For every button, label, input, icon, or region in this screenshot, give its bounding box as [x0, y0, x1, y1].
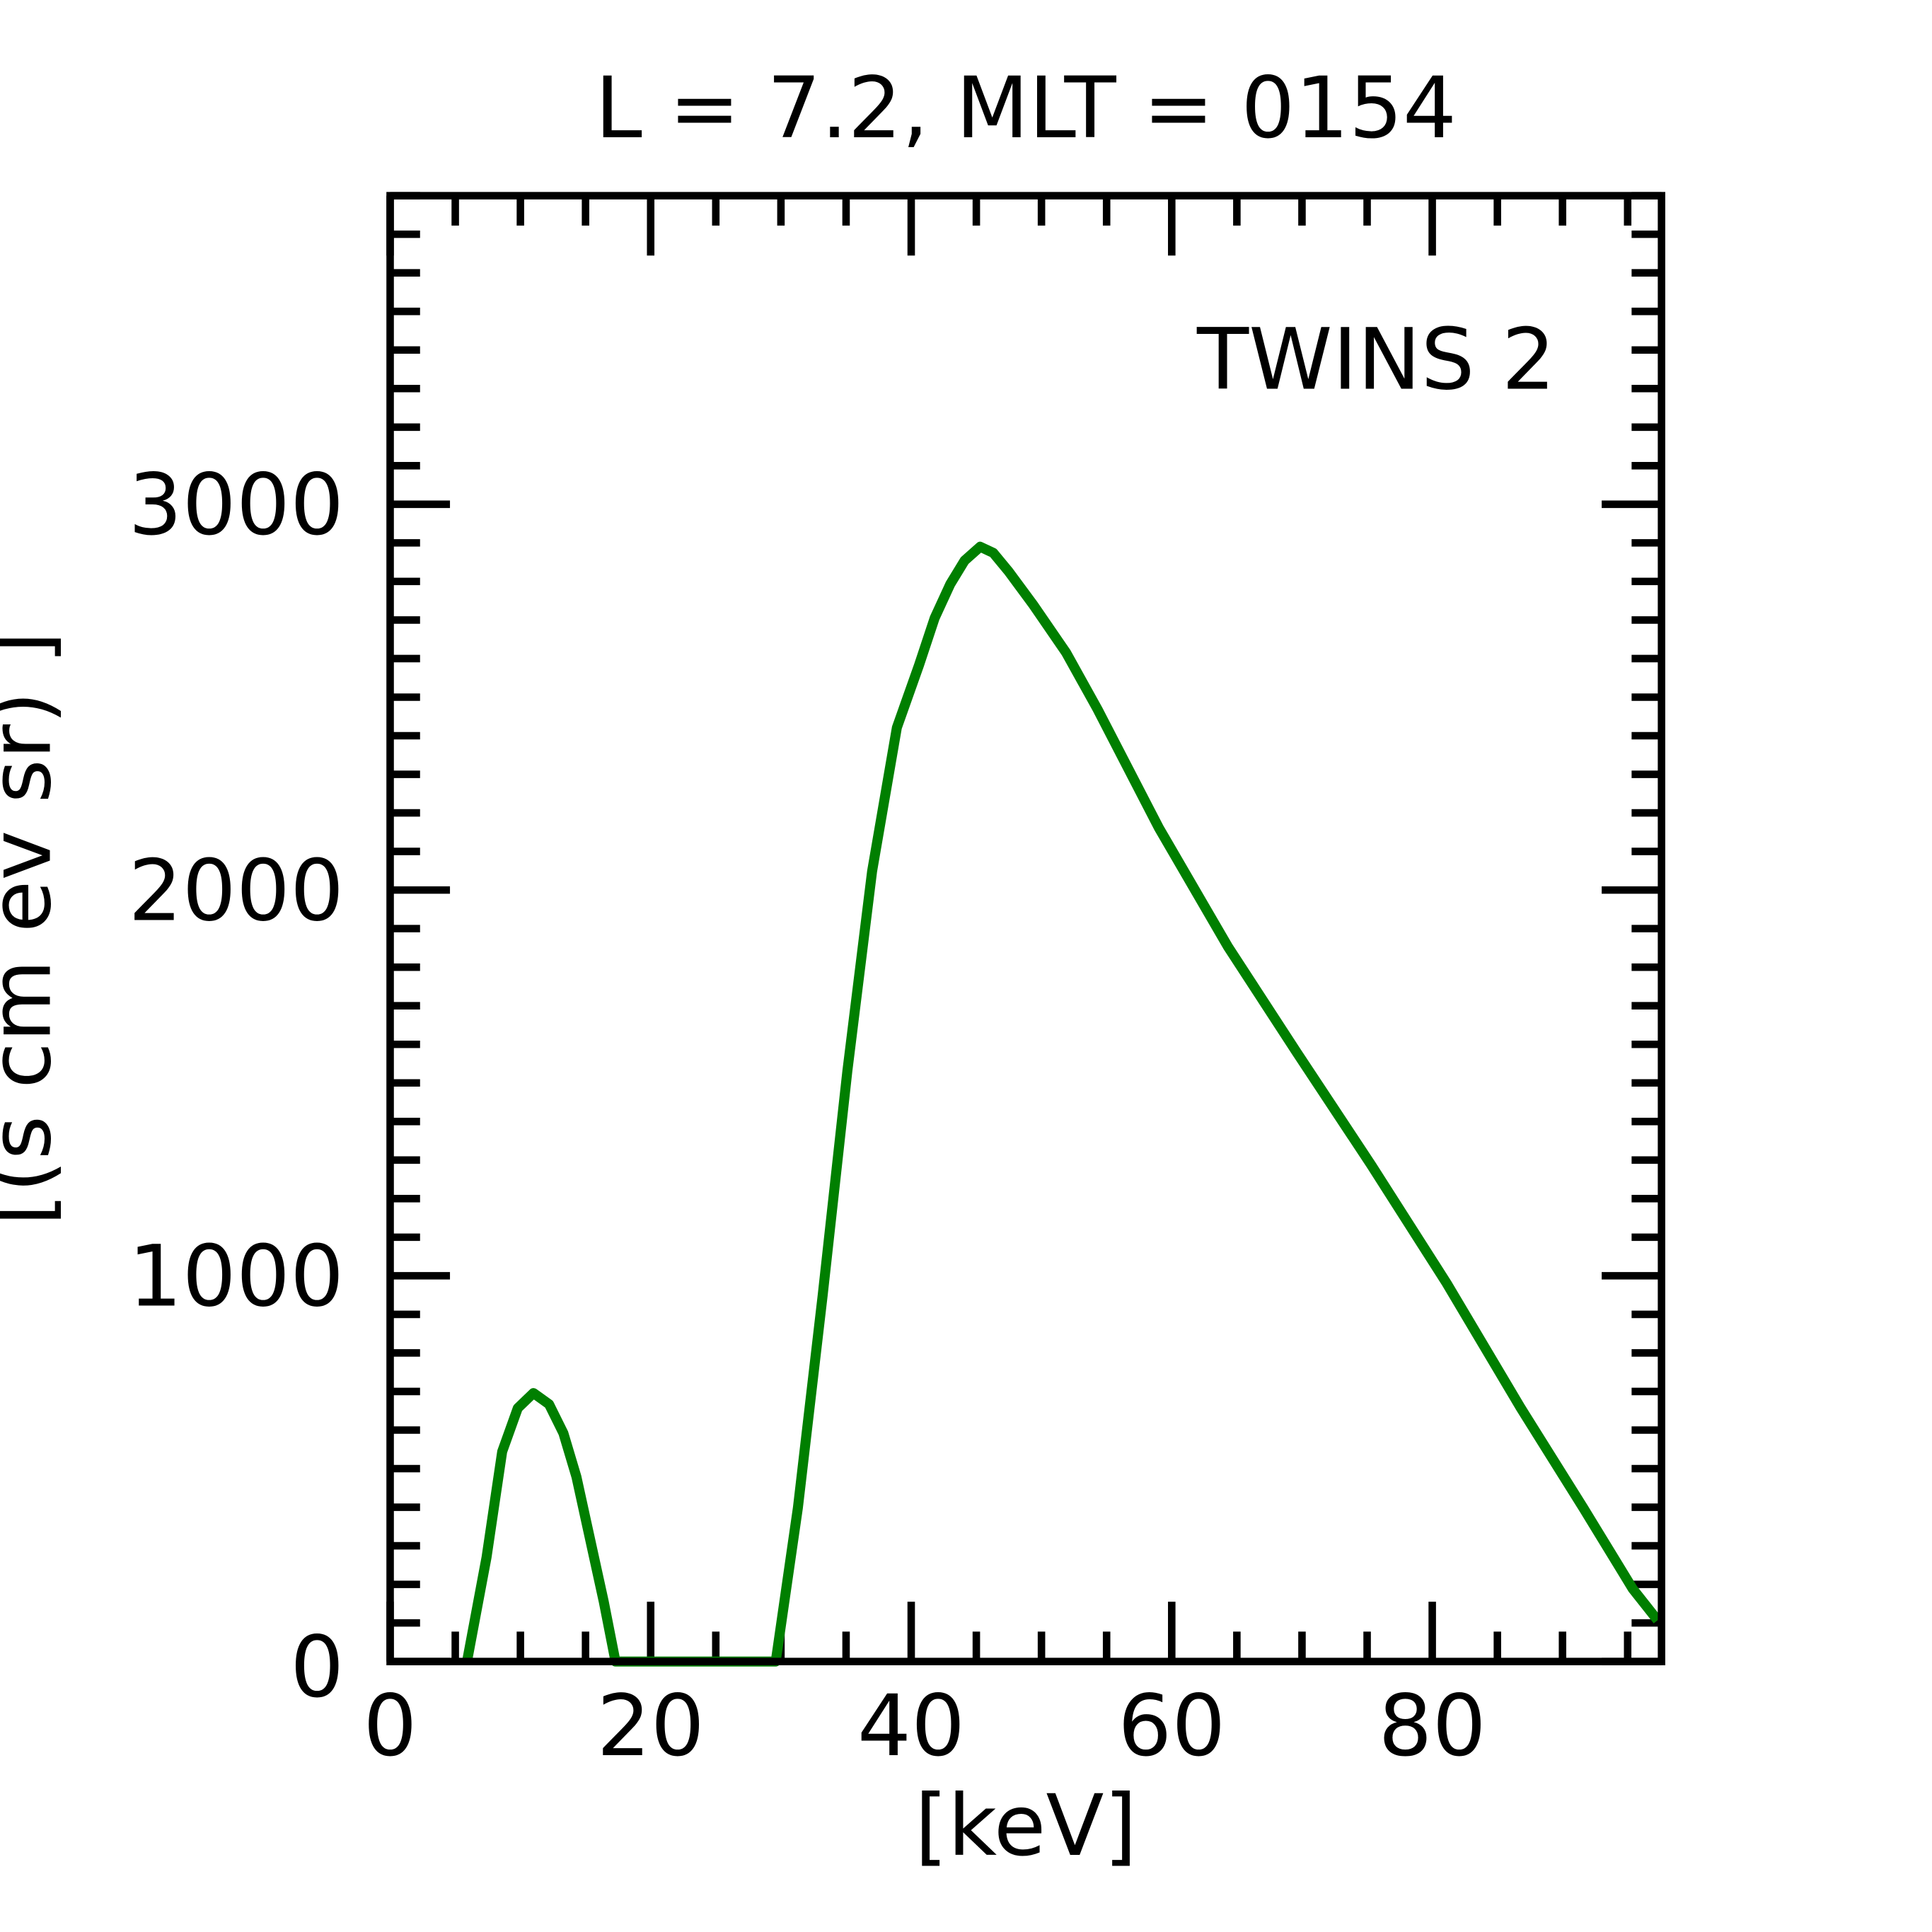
x-tick-label: 20: [597, 1677, 705, 1776]
x-tick-label: 80: [1378, 1677, 1486, 1776]
y-tick-label: 1000: [128, 1228, 344, 1326]
x-axis-label: [keV]: [915, 1777, 1137, 1875]
y-tick-label: 2000: [128, 842, 344, 940]
x-tick-label: 60: [1118, 1677, 1225, 1776]
legend-label: TWINS 2: [1196, 311, 1556, 410]
chart-title: L = 7.2, MLT = 0154: [595, 59, 1457, 158]
series-line-twins-2: [462, 541, 1662, 1667]
plot-frame: [386, 192, 1665, 1665]
y-tick-label: 3000: [128, 456, 344, 555]
x-tick-label: 0: [363, 1677, 417, 1776]
y-tick-label: 0: [290, 1619, 344, 1717]
axis-ticks: [386, 192, 1662, 1665]
x-tick-label: 40: [857, 1677, 965, 1776]
tick-labels: 0 20 40 60 80 0 1000 2000 3000: [128, 456, 1486, 1776]
y-axis-label: [(s cm ev sr) ]: [0, 631, 70, 1226]
